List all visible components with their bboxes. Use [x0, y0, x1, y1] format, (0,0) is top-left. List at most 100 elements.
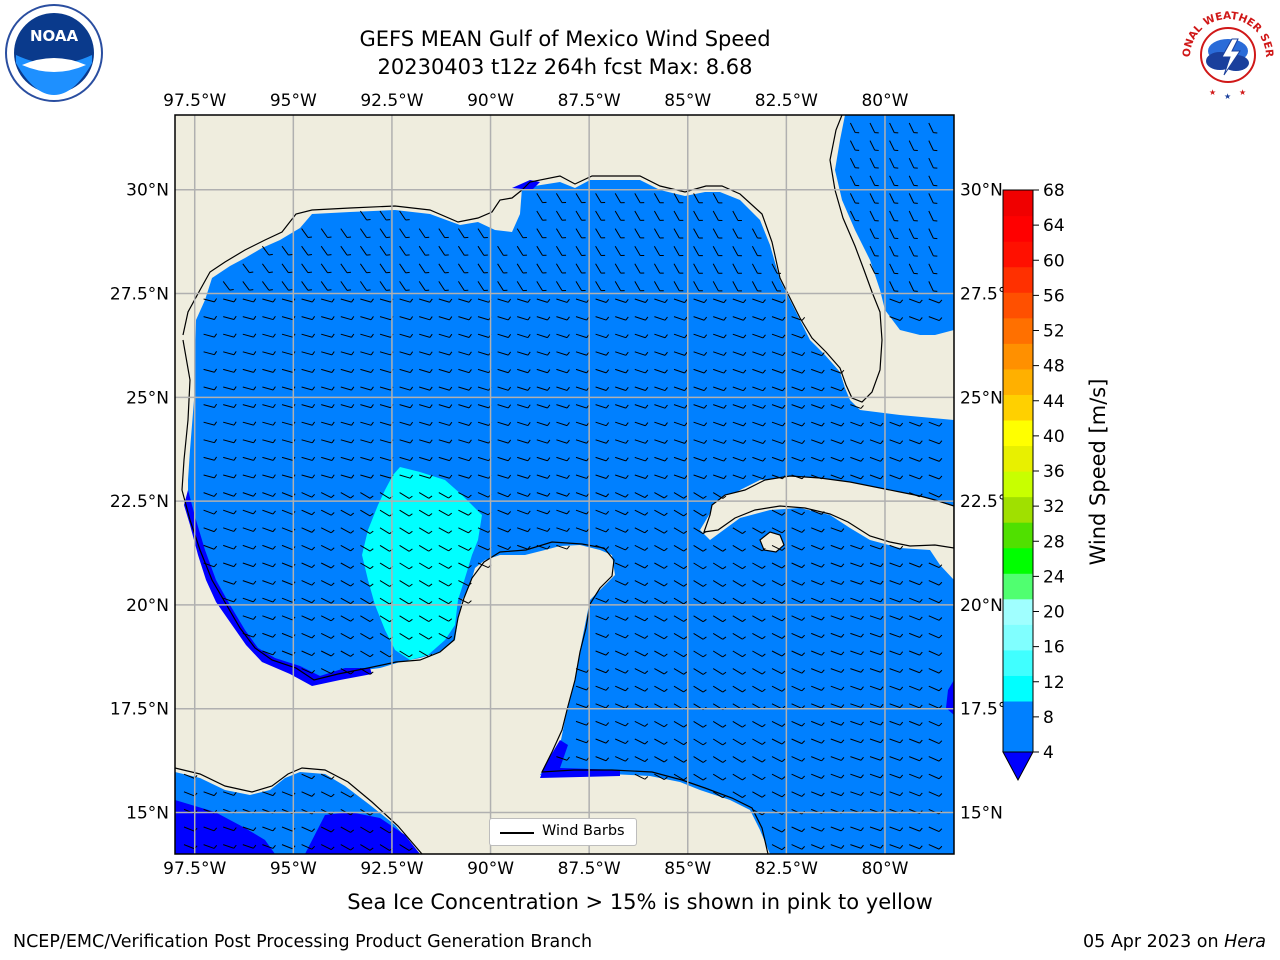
- wind-barb-shaft: [653, 210, 661, 221]
- wind-barb-shaft: [517, 316, 529, 321]
- wind-barb-flag: [331, 333, 335, 338]
- wind-barb-shaft: [438, 351, 450, 356]
- wind-barb-shaft: [360, 298, 372, 303]
- wind-barb-flag: [527, 404, 531, 409]
- wind-barb-flag: [605, 316, 610, 321]
- wind-barb-flag: [664, 422, 668, 427]
- wind-barb-shaft: [575, 263, 583, 274]
- wind-barb-shaft: [379, 421, 391, 426]
- wind-barb-shaft: [771, 738, 783, 745]
- wind-barb-shaft: [909, 316, 920, 322]
- wind-barb-shaft: [418, 562, 430, 570]
- wind-barb-shaft: [654, 562, 665, 569]
- wind-barb-flag: [761, 723, 766, 728]
- wind-barb-flag: [722, 759, 727, 763]
- wind-barb-shaft: [438, 456, 450, 462]
- wind-barb-flag: [351, 456, 355, 461]
- wind-barb-flag: [821, 581, 825, 586]
- wind-barb-shaft: [889, 703, 901, 709]
- wind-barb-shaft: [928, 175, 934, 186]
- wind-barb-flag: [742, 404, 747, 409]
- wind-barb-flag: [547, 386, 551, 391]
- wind-barb-flag: [507, 334, 512, 338]
- wind-barb-shaft: [732, 544, 743, 552]
- wind-barb-shaft: [223, 456, 235, 461]
- wind-barb-flag: [840, 757, 845, 761]
- wind-barb-flag: [272, 598, 276, 603]
- wind-barb-shaft: [262, 421, 274, 426]
- wind-barb-shaft: [693, 333, 705, 339]
- wind-barb-flag: [702, 759, 707, 763]
- wind-barb-flag: [350, 547, 355, 552]
- wind-barb-shaft: [908, 140, 915, 151]
- noaa-logo-text: NOAA: [30, 27, 79, 45]
- wind-barb-shaft: [771, 844, 783, 851]
- wind-barb-flag: [722, 548, 727, 552]
- wind-barb-shaft: [516, 228, 524, 239]
- wind-barb-shaft: [869, 157, 876, 169]
- wind-barb-shaft: [379, 281, 387, 291]
- wind-barb-shaft: [771, 562, 783, 569]
- wind-barb-shaft: [203, 544, 215, 550]
- wind-barb-flag: [899, 616, 904, 620]
- wind-barb-shaft: [850, 791, 862, 796]
- wind-barb-flag: [860, 405, 864, 409]
- wind-barb-flag: [782, 352, 786, 356]
- wind-barb-shaft: [830, 474, 842, 480]
- wind-barb-flag: [350, 495, 355, 499]
- wind-barb-flag: [330, 828, 335, 833]
- wind-barb-shaft: [223, 791, 234, 796]
- wind-barb-shaft: [203, 474, 215, 479]
- wind-barb-flag: [801, 617, 806, 621]
- wind-barb-shaft: [497, 492, 509, 498]
- wind-barb-flag: [899, 774, 904, 779]
- wind-barb-shaft: [830, 404, 842, 409]
- wind-barb-flag: [213, 298, 218, 303]
- wind-barb-flag: [782, 440, 786, 444]
- wind-barb-shaft: [340, 298, 352, 303]
- wind-barb-shaft: [321, 333, 333, 338]
- wind-barb-flag: [938, 422, 943, 427]
- wind-barb-shaft: [399, 333, 411, 338]
- wind-barb-flag: [702, 636, 707, 640]
- wind-barb-shaft: [909, 474, 920, 480]
- wind-barb-shaft: [575, 439, 587, 444]
- wind-barb-shaft: [732, 316, 744, 321]
- wind-barb-shaft: [458, 597, 469, 604]
- wind-barb-shaft: [634, 386, 646, 392]
- wind-barb-flag: [801, 440, 806, 444]
- wind-barb-shaft: [340, 615, 351, 622]
- wind-barb-shaft: [771, 544, 783, 551]
- wind-barb-shaft: [321, 351, 333, 356]
- colorbar-under-triangle: [1002, 751, 1034, 782]
- wind-barb-shaft: [732, 668, 743, 675]
- wind-barb-flag: [428, 548, 433, 552]
- wind-barb-flag: [801, 793, 806, 797]
- wind-barb-shaft: [909, 738, 920, 744]
- wind-barb-shaft: [595, 298, 607, 303]
- wind-barb-shaft: [752, 439, 764, 444]
- wind-barb-shaft: [242, 580, 254, 585]
- wind-barb-shaft: [360, 492, 371, 499]
- wind-barb-flag: [761, 600, 766, 605]
- wind-barb-shaft: [419, 316, 431, 321]
- wind-barb-flag: [702, 530, 707, 535]
- wind-barb-shaft: [771, 298, 783, 304]
- wind-barb-shaft: [203, 826, 215, 832]
- wind-barb-shaft: [634, 720, 646, 727]
- wind-barb-flag: [801, 422, 806, 427]
- wind-barb-shaft: [458, 404, 470, 409]
- wind-barb-shaft: [379, 228, 387, 238]
- wind-barb-shaft: [477, 281, 485, 291]
- wind-barb-shaft: [458, 562, 469, 569]
- wind-barb-shaft: [673, 685, 684, 693]
- wind-barb-shaft: [379, 562, 390, 570]
- wind-barb-flag: [307, 289, 312, 291]
- wind-barb-flag: [507, 511, 512, 515]
- wind-barb-shaft: [752, 650, 763, 657]
- wind-barb-flag: [369, 618, 374, 622]
- colorbar-segment: [1003, 649, 1033, 676]
- wind-barb-shaft: [654, 738, 665, 745]
- wind-barb-shaft: [419, 298, 431, 303]
- wind-barb-shaft: [771, 632, 783, 639]
